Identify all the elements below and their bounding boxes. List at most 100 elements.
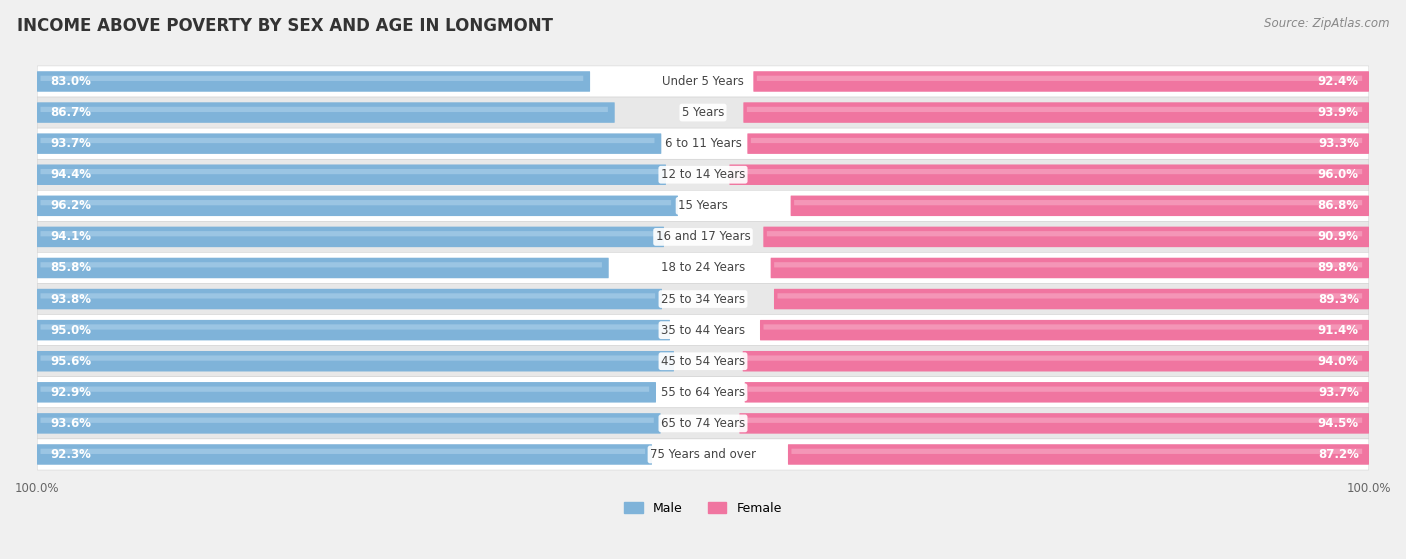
FancyBboxPatch shape	[37, 439, 1369, 470]
FancyBboxPatch shape	[37, 408, 1369, 439]
FancyBboxPatch shape	[37, 164, 666, 185]
FancyBboxPatch shape	[792, 449, 1362, 454]
FancyBboxPatch shape	[37, 289, 662, 309]
FancyBboxPatch shape	[778, 293, 1362, 299]
FancyBboxPatch shape	[41, 418, 654, 423]
FancyBboxPatch shape	[41, 324, 664, 330]
Text: 95.0%: 95.0%	[51, 324, 91, 337]
FancyBboxPatch shape	[37, 413, 661, 434]
Text: 94.1%: 94.1%	[51, 230, 91, 243]
FancyBboxPatch shape	[41, 356, 666, 361]
FancyBboxPatch shape	[790, 196, 1369, 216]
Text: Under 5 Years: Under 5 Years	[662, 75, 744, 88]
FancyBboxPatch shape	[41, 75, 583, 81]
FancyBboxPatch shape	[37, 444, 652, 465]
FancyBboxPatch shape	[37, 66, 1369, 97]
Text: 16 and 17 Years: 16 and 17 Years	[655, 230, 751, 243]
FancyBboxPatch shape	[41, 293, 655, 299]
FancyBboxPatch shape	[37, 320, 671, 340]
FancyBboxPatch shape	[37, 226, 664, 247]
FancyBboxPatch shape	[763, 226, 1369, 247]
FancyBboxPatch shape	[37, 190, 1369, 221]
Text: 93.8%: 93.8%	[51, 292, 91, 306]
FancyBboxPatch shape	[41, 107, 607, 112]
FancyBboxPatch shape	[773, 289, 1369, 309]
FancyBboxPatch shape	[37, 134, 661, 154]
Text: 93.7%: 93.7%	[1317, 386, 1358, 399]
FancyBboxPatch shape	[730, 164, 1369, 185]
FancyBboxPatch shape	[794, 200, 1362, 205]
FancyBboxPatch shape	[37, 97, 1369, 128]
Text: 45 to 54 Years: 45 to 54 Years	[661, 355, 745, 368]
Legend: Male, Female: Male, Female	[619, 497, 787, 520]
FancyBboxPatch shape	[747, 107, 1362, 112]
FancyBboxPatch shape	[37, 71, 591, 92]
FancyBboxPatch shape	[763, 324, 1362, 330]
Text: 6 to 11 Years: 6 to 11 Years	[665, 137, 741, 150]
Text: 91.4%: 91.4%	[1317, 324, 1358, 337]
FancyBboxPatch shape	[742, 418, 1362, 423]
Text: 95.6%: 95.6%	[51, 355, 91, 368]
FancyBboxPatch shape	[41, 138, 654, 143]
Text: 93.9%: 93.9%	[1317, 106, 1358, 119]
Text: 5 Years: 5 Years	[682, 106, 724, 119]
Text: 55 to 64 Years: 55 to 64 Years	[661, 386, 745, 399]
Text: 75 Years and over: 75 Years and over	[650, 448, 756, 461]
FancyBboxPatch shape	[754, 71, 1369, 92]
Text: 90.9%: 90.9%	[1317, 230, 1358, 243]
FancyBboxPatch shape	[775, 262, 1362, 267]
FancyBboxPatch shape	[37, 351, 673, 372]
Text: 96.2%: 96.2%	[51, 200, 91, 212]
Text: 86.7%: 86.7%	[51, 106, 91, 119]
Text: Source: ZipAtlas.com: Source: ZipAtlas.com	[1264, 17, 1389, 30]
FancyBboxPatch shape	[37, 283, 1369, 315]
Text: 93.6%: 93.6%	[51, 417, 91, 430]
FancyBboxPatch shape	[37, 345, 1369, 377]
FancyBboxPatch shape	[747, 356, 1362, 361]
FancyBboxPatch shape	[37, 159, 1369, 190]
FancyBboxPatch shape	[37, 196, 678, 216]
FancyBboxPatch shape	[41, 262, 602, 267]
Text: 15 Years: 15 Years	[678, 200, 728, 212]
FancyBboxPatch shape	[37, 253, 1369, 283]
Text: 94.5%: 94.5%	[1317, 417, 1358, 430]
FancyBboxPatch shape	[756, 75, 1362, 81]
Text: 65 to 74 Years: 65 to 74 Years	[661, 417, 745, 430]
FancyBboxPatch shape	[41, 169, 659, 174]
Text: 96.0%: 96.0%	[1317, 168, 1358, 181]
Text: 18 to 24 Years: 18 to 24 Years	[661, 262, 745, 274]
Text: 92.3%: 92.3%	[51, 448, 91, 461]
Text: 92.9%: 92.9%	[51, 386, 91, 399]
FancyBboxPatch shape	[41, 200, 671, 205]
FancyBboxPatch shape	[37, 128, 1369, 159]
FancyBboxPatch shape	[745, 382, 1369, 402]
Text: 93.3%: 93.3%	[1317, 137, 1358, 150]
Text: 85.8%: 85.8%	[51, 262, 91, 274]
FancyBboxPatch shape	[761, 320, 1369, 340]
Text: 93.7%: 93.7%	[51, 137, 91, 150]
FancyBboxPatch shape	[742, 351, 1369, 372]
FancyBboxPatch shape	[37, 102, 614, 123]
Text: 35 to 44 Years: 35 to 44 Years	[661, 324, 745, 337]
FancyBboxPatch shape	[751, 138, 1362, 143]
Text: 94.4%: 94.4%	[51, 168, 91, 181]
FancyBboxPatch shape	[787, 444, 1369, 465]
FancyBboxPatch shape	[733, 169, 1362, 174]
Text: 89.8%: 89.8%	[1317, 262, 1358, 274]
FancyBboxPatch shape	[748, 134, 1369, 154]
FancyBboxPatch shape	[41, 231, 657, 236]
FancyBboxPatch shape	[41, 449, 645, 454]
Text: INCOME ABOVE POVERTY BY SEX AND AGE IN LONGMONT: INCOME ABOVE POVERTY BY SEX AND AGE IN L…	[17, 17, 553, 35]
Text: 83.0%: 83.0%	[51, 75, 91, 88]
FancyBboxPatch shape	[744, 102, 1369, 123]
Text: 25 to 34 Years: 25 to 34 Years	[661, 292, 745, 306]
Text: 94.0%: 94.0%	[1317, 355, 1358, 368]
FancyBboxPatch shape	[37, 315, 1369, 345]
FancyBboxPatch shape	[37, 382, 657, 402]
Text: 92.4%: 92.4%	[1317, 75, 1358, 88]
FancyBboxPatch shape	[748, 386, 1362, 392]
FancyBboxPatch shape	[766, 231, 1362, 236]
FancyBboxPatch shape	[37, 377, 1369, 408]
FancyBboxPatch shape	[740, 413, 1369, 434]
FancyBboxPatch shape	[37, 221, 1369, 253]
